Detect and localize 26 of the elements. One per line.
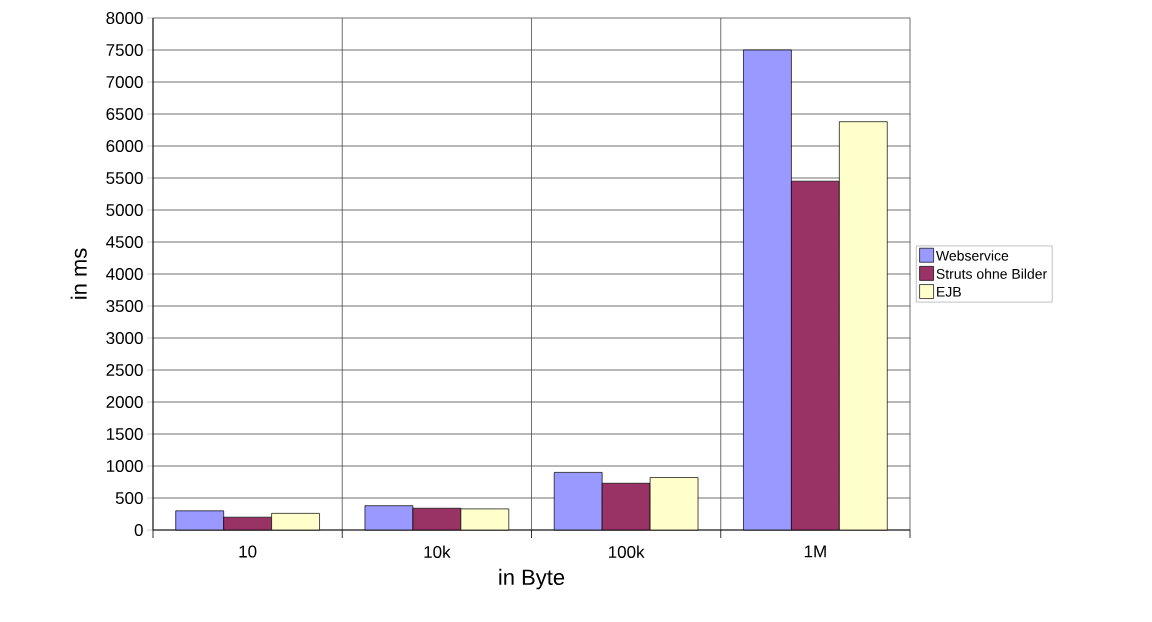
y-tick-label: 0 (134, 523, 143, 537)
x-tick-label: 10k (424, 545, 451, 559)
y-tick-label: 5000 (106, 203, 143, 217)
y-tick-label: 7500 (106, 43, 143, 57)
y-tick-label: 1000 (106, 459, 143, 473)
x-tick-label: 1M (804, 545, 826, 558)
y-tick-label: 4000 (106, 267, 143, 281)
y-tick-label: 2500 (106, 363, 143, 377)
y-tick-label: 6000 (106, 139, 143, 153)
y-tick-label: 2000 (106, 395, 143, 409)
y-tick-label: 5500 (106, 171, 143, 185)
legend-label: Webservice (936, 250, 1009, 261)
x-tick-label: 100k (608, 545, 645, 559)
legend-label: EJB (937, 287, 961, 297)
x-axis-title: in Byte (499, 568, 565, 590)
y-tick-label: 6500 (106, 107, 143, 121)
y-tick-label: 8000 (106, 11, 143, 25)
y-tick-label: 1500 (106, 427, 143, 441)
y-tick-label: 7000 (106, 75, 143, 89)
x-tick-label: 10 (239, 545, 257, 558)
y-tick-label: 500 (115, 491, 143, 505)
y-axis-title: in ms (70, 248, 87, 299)
y-tick-label: 3000 (106, 331, 143, 345)
y-tick-label: 3500 (106, 299, 143, 313)
legend-label: Struts ohne Bilder (936, 268, 1047, 279)
y-tick-label: 4500 (106, 235, 143, 249)
